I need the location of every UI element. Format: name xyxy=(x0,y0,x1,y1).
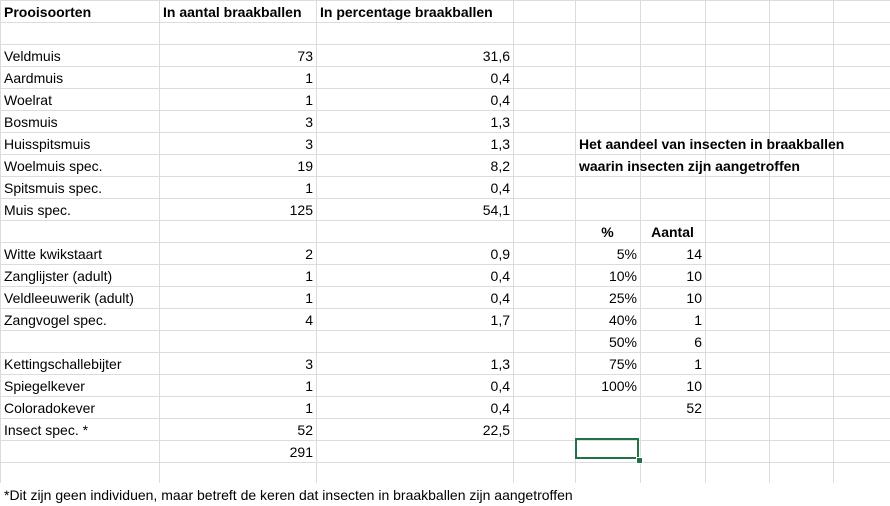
prey-name[interactable]: Coloradokever xyxy=(4,400,96,416)
prey-name[interactable]: Zanglijster (adult) xyxy=(4,268,113,284)
prey-count[interactable]: 19 xyxy=(297,158,313,174)
prey-name[interactable]: Muis spec. xyxy=(4,202,71,218)
prey-percent[interactable]: 1,3 xyxy=(490,136,510,152)
prey-name[interactable]: Woelmuis spec. xyxy=(4,158,103,174)
prey-percent[interactable]: 0,4 xyxy=(490,378,510,394)
column-divider xyxy=(833,0,834,506)
insect-table-title-line2[interactable]: waarin insecten zijn aangetroffen xyxy=(579,158,800,174)
prey-percent[interactable]: 0,4 xyxy=(490,70,510,86)
column-divider xyxy=(159,0,160,506)
prey-name[interactable]: Veldleeuwerik (adult) xyxy=(4,290,134,306)
column-divider xyxy=(705,0,706,506)
prey-count[interactable]: 3 xyxy=(305,136,313,152)
insect-count[interactable]: 14 xyxy=(686,246,702,262)
insect-pct[interactable]: 25% xyxy=(608,290,637,306)
prey-name[interactable]: Spitsmuis spec. xyxy=(4,180,103,196)
prey-name[interactable]: Spiegelkever xyxy=(4,378,85,394)
prey-name[interactable]: Aardmuis xyxy=(4,70,64,86)
prey-percent[interactable]: 1,3 xyxy=(490,114,510,130)
prey-name[interactable]: Zangvogel spec. xyxy=(4,312,107,328)
prey-percent[interactable]: 0,4 xyxy=(490,92,510,108)
insect-col-pct-header[interactable]: % xyxy=(601,224,614,240)
prey-count[interactable]: 1 xyxy=(305,378,313,394)
prey-name[interactable]: Kettingschallebijter xyxy=(4,356,122,372)
prey-count[interactable]: 3 xyxy=(305,114,313,130)
column-divider xyxy=(316,0,317,506)
insect-count[interactable]: 1 xyxy=(694,356,702,372)
insect-count[interactable]: 1 xyxy=(694,312,702,328)
prey-count[interactable]: 3 xyxy=(305,356,313,372)
prey-percent[interactable]: 22,5 xyxy=(482,422,510,438)
prey-name[interactable]: Woelrat xyxy=(4,92,52,108)
prey-count[interactable]: 1 xyxy=(305,268,313,284)
prey-count[interactable]: 1 xyxy=(305,290,313,306)
footnote: *Dit zijn geen individuen, maar betreft … xyxy=(4,487,573,503)
prey-name[interactable]: Witte kwikstaart xyxy=(4,246,103,262)
prey-percent[interactable]: 0,4 xyxy=(490,180,510,196)
prey-name[interactable]: Veldmuis xyxy=(4,48,61,64)
insect-pct[interactable]: 5% xyxy=(616,246,637,262)
prey-percent[interactable]: 1,3 xyxy=(490,356,510,372)
prey-count[interactable]: 1 xyxy=(305,400,313,416)
prey-percent[interactable]: 1,7 xyxy=(490,312,510,328)
prey-percent[interactable]: 0,9 xyxy=(490,246,510,262)
prey-name[interactable]: Huisspitsmuis xyxy=(4,136,91,152)
prey-count[interactable]: 73 xyxy=(297,48,313,64)
insect-table-title-line1[interactable]: Het aandeel van insecten in braakballen xyxy=(579,136,845,152)
insect-pct[interactable]: 50% xyxy=(608,334,637,350)
column-divider xyxy=(640,0,641,506)
prey-percent[interactable]: 54,1 xyxy=(482,202,510,218)
column-divider xyxy=(769,0,770,506)
prey-count[interactable]: 1 xyxy=(305,70,313,86)
prey-name[interactable]: Insect spec. * xyxy=(4,422,89,438)
insect-pct[interactable]: 10% xyxy=(608,268,637,284)
prey-count[interactable]: 1 xyxy=(305,180,313,196)
insect-pct[interactable]: 40% xyxy=(608,312,637,328)
selected-cell[interactable] xyxy=(575,438,639,459)
insect-count[interactable]: 6 xyxy=(694,334,702,350)
prey-percent[interactable]: 0,4 xyxy=(490,400,510,416)
header-prey[interactable]: Prooisoorten xyxy=(4,4,92,20)
column-divider xyxy=(575,0,576,506)
column-divider xyxy=(513,0,514,506)
insect-total-count[interactable]: 52 xyxy=(686,400,702,416)
insect-count[interactable]: 10 xyxy=(686,290,702,306)
fill-handle[interactable] xyxy=(636,457,643,464)
insect-pct[interactable]: 75% xyxy=(608,356,637,372)
prey-percent[interactable]: 0,4 xyxy=(490,290,510,306)
prey-count[interactable]: 125 xyxy=(289,202,313,218)
prey-name[interactable]: Bosmuis xyxy=(4,114,58,130)
prey-percent[interactable]: 0,4 xyxy=(490,268,510,284)
prey-percent[interactable]: 8,2 xyxy=(490,158,510,174)
header-percent[interactable]: In percentage braakballen xyxy=(320,4,493,20)
prey-count[interactable]: 52 xyxy=(297,422,313,438)
footer-row-background xyxy=(0,483,890,506)
insect-count[interactable]: 10 xyxy=(686,268,702,284)
prey-count[interactable]: 4 xyxy=(305,312,313,328)
insect-pct[interactable]: 100% xyxy=(601,378,637,394)
header-count[interactable]: In aantal braakballen xyxy=(163,4,302,20)
prey-count[interactable]: 1 xyxy=(305,92,313,108)
prey-percent[interactable]: 31,6 xyxy=(482,48,510,64)
prey-count[interactable]: 2 xyxy=(305,246,313,262)
total-count[interactable]: 291 xyxy=(289,444,313,460)
insect-col-count-header[interactable]: Aantal xyxy=(651,224,694,240)
insect-count[interactable]: 10 xyxy=(686,378,702,394)
